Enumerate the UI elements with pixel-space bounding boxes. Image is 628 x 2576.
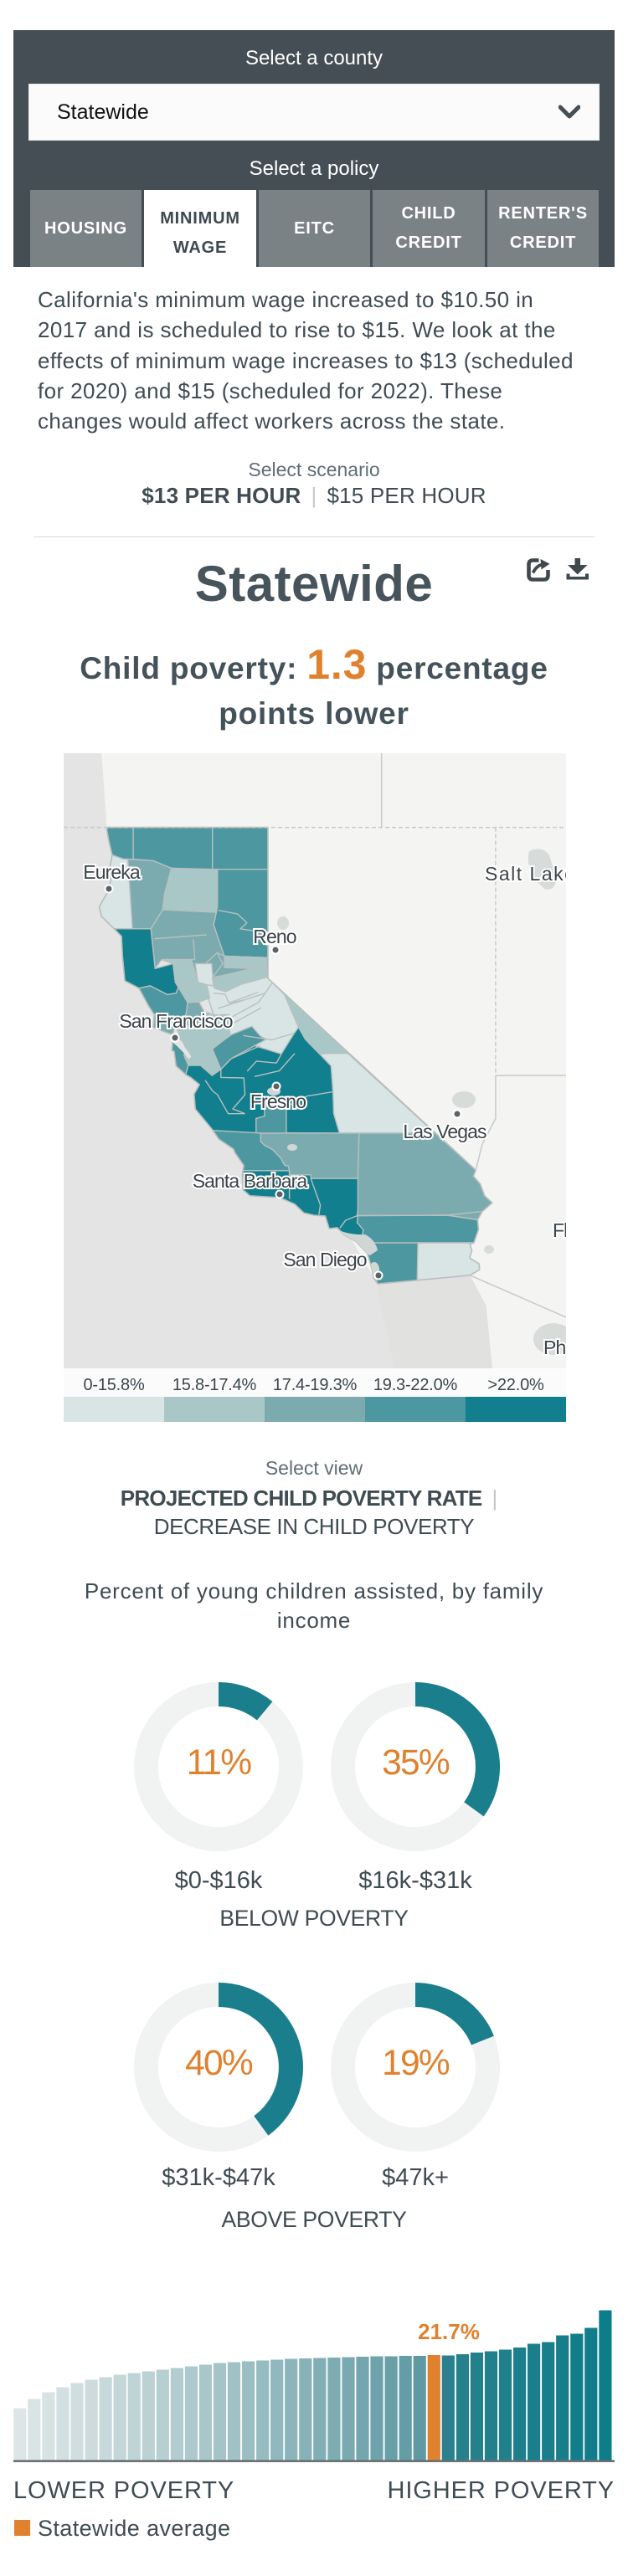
svg-text:>22.0%: >22.0% [487,1376,544,1394]
svg-text:40%: 40% [185,2044,253,2083]
svg-text:Phoenix: Phoenix [543,1337,566,1358]
svg-text:Flagstaff: Flagstaff [553,1219,566,1241]
svg-text:19.3-22.0%: 19.3-22.0% [373,1376,458,1394]
svg-text:Reno: Reno [253,926,296,947]
svg-text:Fresno: Fresno [250,1090,306,1112]
svg-text:Eureka: Eureka [83,861,141,883]
svg-text:17.4-19.3%: 17.4-19.3% [273,1376,358,1394]
svg-text:San Francisco: San Francisco [119,1010,232,1032]
svg-text:Las Vegas: Las Vegas [403,1121,486,1142]
svg-text:15.8-17.4%: 15.8-17.4% [172,1376,257,1394]
svg-text:Santa Barbara: Santa Barbara [193,1170,308,1192]
svg-text:San Diego: San Diego [283,1249,366,1270]
svg-text:0-15.8%: 0-15.8% [83,1376,145,1394]
svg-text:35%: 35% [382,1743,450,1783]
svg-text:19%: 19% [382,2044,450,2083]
svg-text:11%: 11% [187,1743,252,1783]
svg-text:Salt Lake City: Salt Lake City [485,863,566,885]
svg-text:21.7%: 21.7% [418,2319,480,2344]
